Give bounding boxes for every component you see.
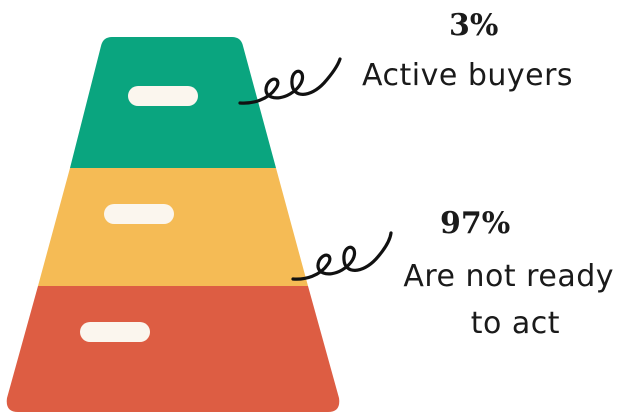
pyramid-tier-middle: [38, 168, 308, 286]
active-buyers-stat: 3%: [449, 8, 499, 43]
not-ready-label: Are not ready to act: [403, 253, 614, 347]
placeholder-pill-middle: [104, 204, 174, 224]
placeholder-pill-top: [128, 86, 198, 106]
active-buyers-label: Active buyers: [362, 58, 574, 93]
placeholder-pill-bottom: [80, 322, 150, 342]
pyramid-tier-bottom: [6, 286, 340, 412]
not-ready-label-line1: Are not ready: [403, 259, 614, 294]
squiggle-connector-top: [238, 57, 342, 105]
not-ready-label-line2: to act: [470, 306, 560, 341]
squiggle-connector-bottom: [291, 231, 393, 281]
not-ready-stat: 97%: [440, 206, 511, 241]
